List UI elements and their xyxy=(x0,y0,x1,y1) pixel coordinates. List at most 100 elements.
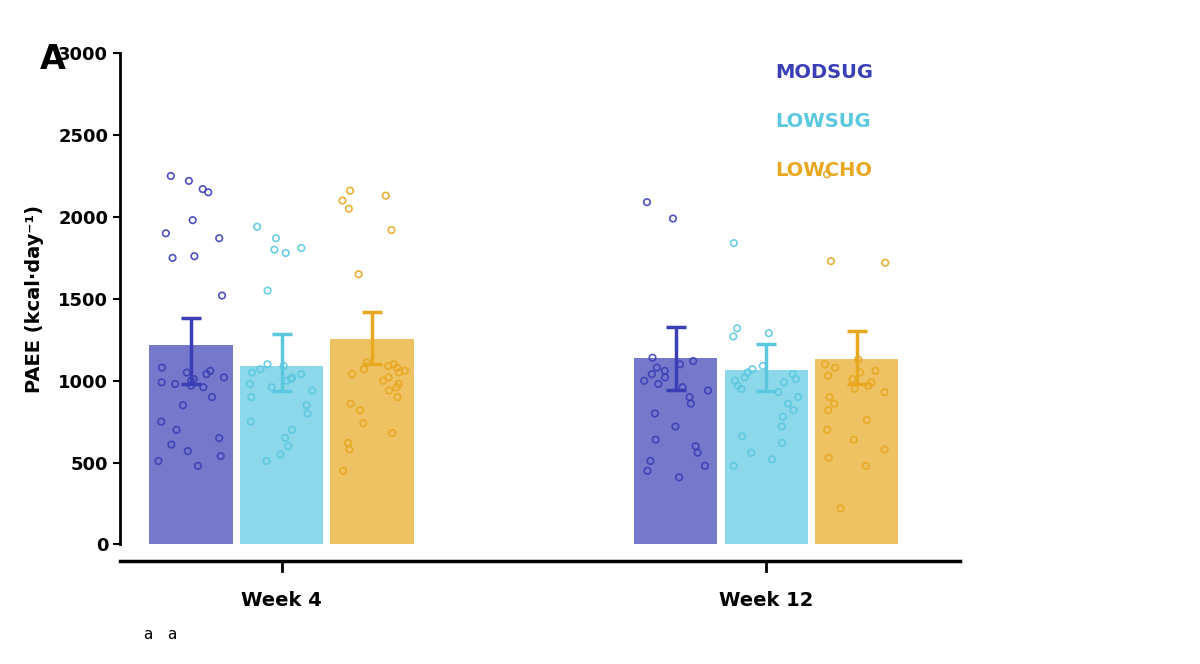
Point xyxy=(271,449,290,459)
Point xyxy=(266,233,286,244)
Point xyxy=(354,364,373,374)
Point xyxy=(815,359,834,370)
Point xyxy=(727,323,746,333)
Point xyxy=(845,384,864,394)
Point xyxy=(388,363,407,373)
Point xyxy=(779,398,798,409)
Point xyxy=(302,385,322,396)
Point xyxy=(876,258,895,268)
Point xyxy=(373,375,392,386)
Text: Week 4: Week 4 xyxy=(241,591,322,610)
Point xyxy=(738,367,757,378)
Point xyxy=(298,408,317,419)
Point xyxy=(247,221,266,232)
Point xyxy=(184,215,203,226)
Point xyxy=(865,366,884,376)
Point xyxy=(167,424,186,435)
Point xyxy=(332,195,352,206)
Point xyxy=(724,331,743,342)
Point xyxy=(728,380,748,391)
Point xyxy=(296,400,316,410)
Point xyxy=(643,353,662,363)
Point xyxy=(292,243,311,254)
Point xyxy=(686,441,706,452)
Point xyxy=(698,385,718,396)
Point xyxy=(200,366,220,376)
Point xyxy=(875,444,894,455)
Bar xyxy=(150,345,233,544)
Point xyxy=(341,185,360,196)
Point xyxy=(283,372,302,382)
Point xyxy=(378,361,397,371)
Bar xyxy=(634,358,718,544)
Point xyxy=(188,461,208,471)
Point xyxy=(156,228,175,238)
Point xyxy=(262,382,281,392)
Point xyxy=(240,378,259,389)
Point xyxy=(724,461,743,471)
Point xyxy=(161,171,180,181)
Point xyxy=(251,364,270,374)
Text: Week 12: Week 12 xyxy=(719,591,814,610)
Point xyxy=(292,369,311,379)
Point xyxy=(338,438,358,448)
Point xyxy=(377,191,396,201)
Point xyxy=(241,392,260,402)
Point xyxy=(769,387,788,398)
Point xyxy=(857,415,876,426)
Point xyxy=(666,421,685,432)
Point xyxy=(257,456,276,466)
Text: LOWSUG: LOWSUG xyxy=(775,112,871,131)
Point xyxy=(641,456,660,466)
Point xyxy=(774,377,793,388)
Point xyxy=(388,382,407,392)
Point xyxy=(862,377,881,388)
Point xyxy=(274,361,293,371)
Point xyxy=(210,233,229,244)
Point xyxy=(817,424,836,435)
Point xyxy=(203,392,222,402)
Point xyxy=(684,356,703,367)
Point xyxy=(341,398,360,409)
Point xyxy=(178,367,197,378)
Point xyxy=(379,372,398,382)
Point xyxy=(682,398,701,409)
Point xyxy=(282,424,301,435)
Point xyxy=(664,213,683,224)
Point xyxy=(646,408,665,419)
Point xyxy=(395,366,414,376)
Text: a   a: a a xyxy=(144,627,178,643)
Point xyxy=(193,382,212,392)
Point xyxy=(334,465,353,476)
Point xyxy=(390,367,409,378)
Point xyxy=(822,256,841,266)
Point xyxy=(358,357,377,368)
Point xyxy=(875,387,894,398)
Point xyxy=(851,367,870,378)
Point xyxy=(673,382,692,392)
Point xyxy=(635,375,654,386)
Point xyxy=(680,392,700,402)
Point xyxy=(784,369,803,379)
Point xyxy=(638,465,658,476)
Point xyxy=(178,446,197,456)
Bar xyxy=(815,359,899,544)
Point xyxy=(258,286,277,296)
Point xyxy=(818,371,838,381)
Point xyxy=(340,203,359,214)
Point xyxy=(647,363,666,373)
Point xyxy=(379,385,398,396)
Point xyxy=(197,369,216,379)
Point xyxy=(818,405,838,416)
Point xyxy=(276,433,295,444)
Point xyxy=(830,503,850,514)
Text: MODSUG: MODSUG xyxy=(775,63,874,82)
Point xyxy=(760,328,779,339)
Point xyxy=(772,421,791,432)
Point xyxy=(788,392,808,402)
Point xyxy=(743,364,762,374)
Point xyxy=(163,252,182,263)
Point xyxy=(383,428,402,438)
Point xyxy=(784,405,803,416)
Point xyxy=(646,434,665,445)
